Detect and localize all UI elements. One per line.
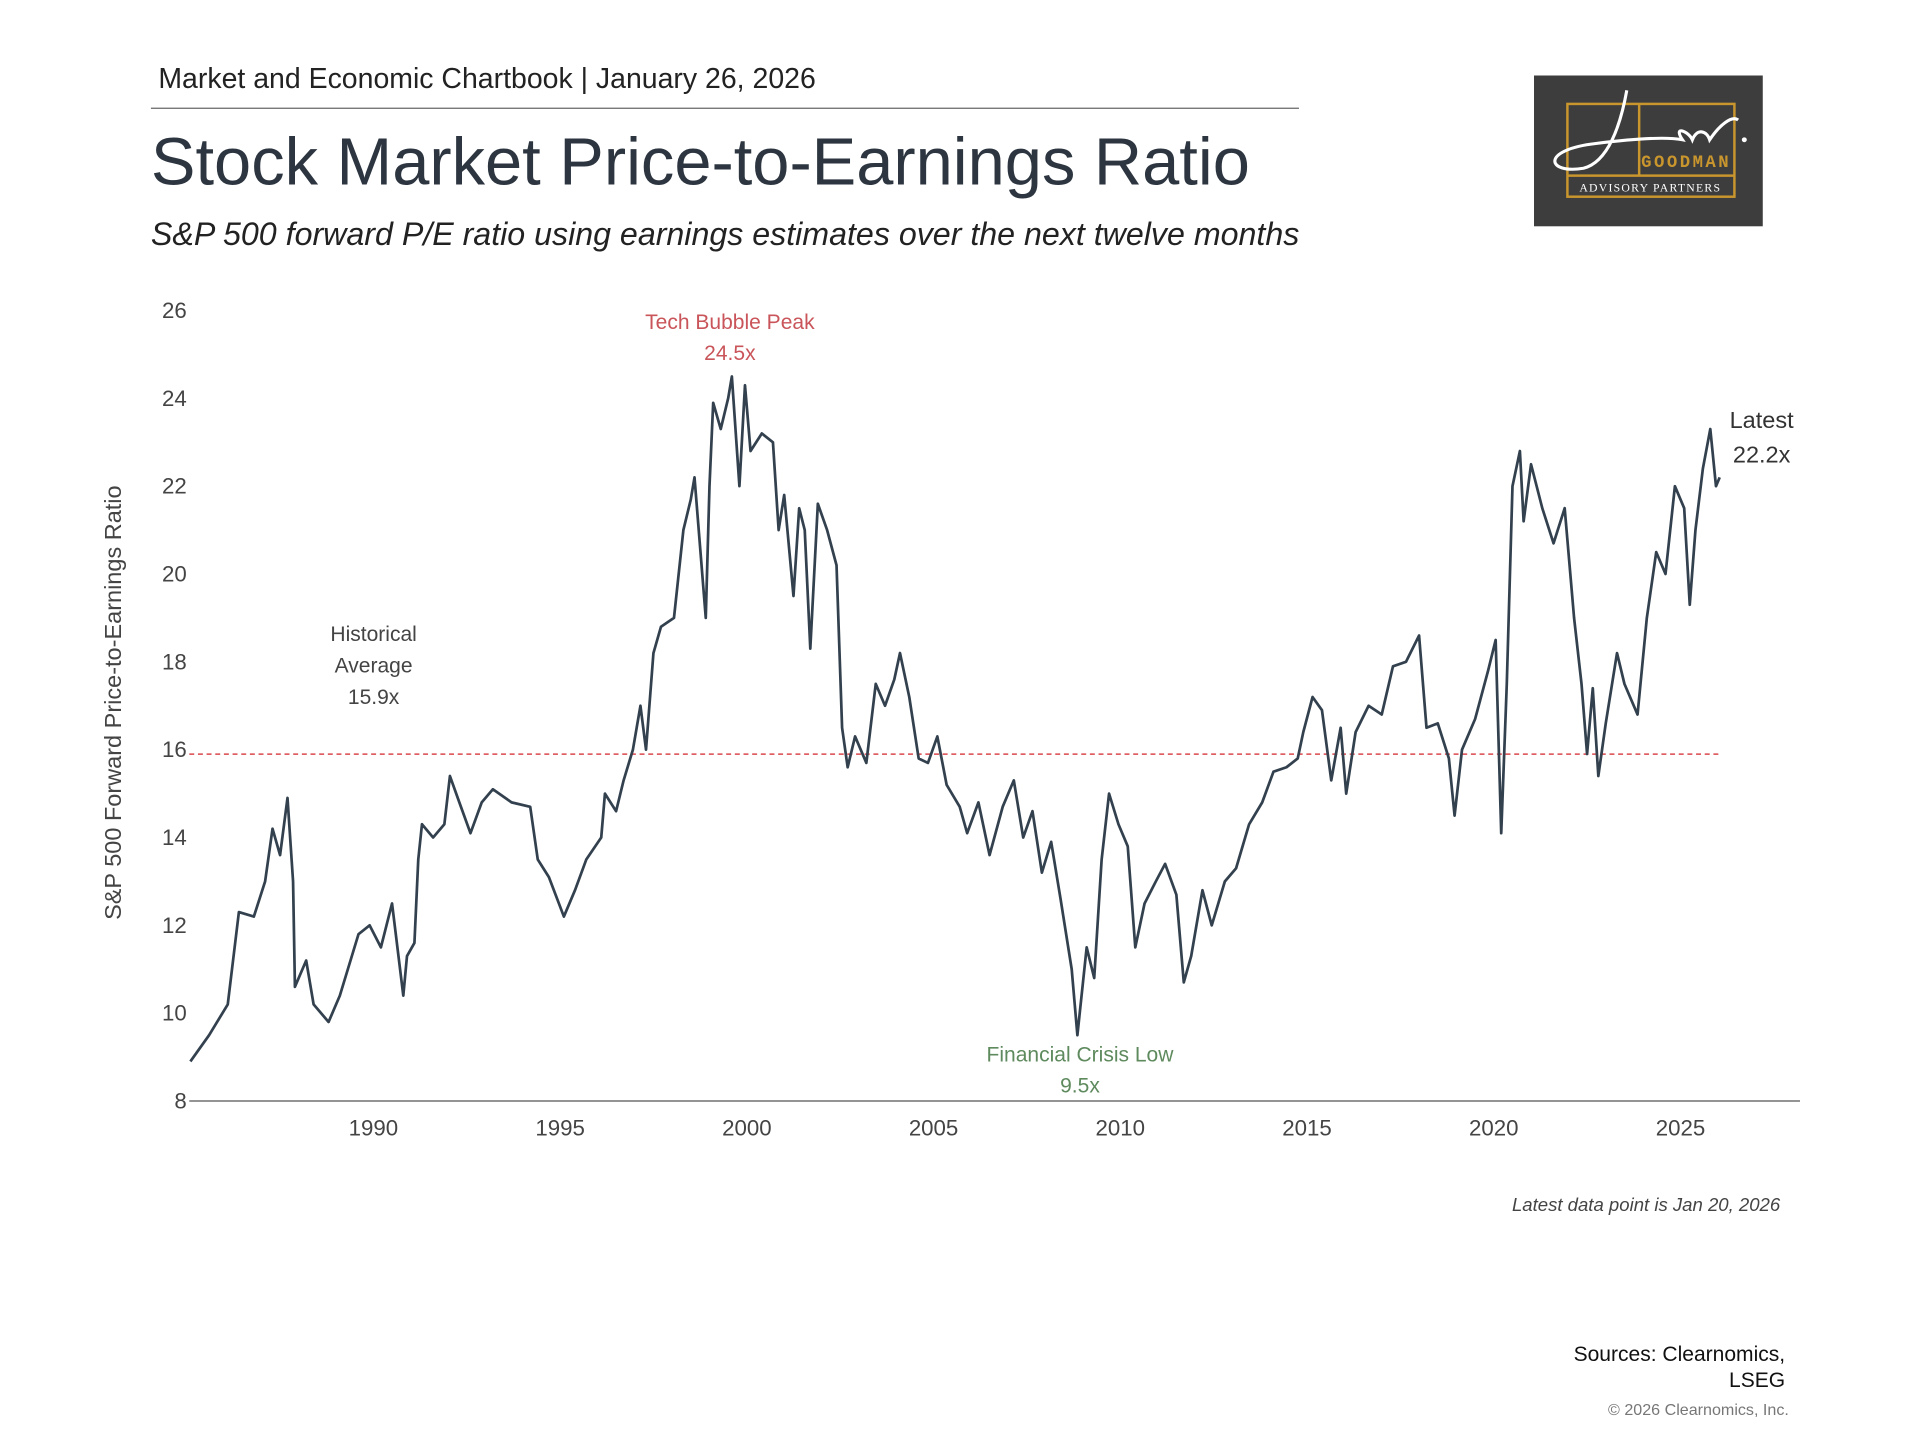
x-tick-label: 2000 <box>722 1116 772 1141</box>
page-title: Stock Market Price-to-Earnings Ratio <box>150 124 1250 200</box>
annotation-avg: Historical <box>330 623 416 646</box>
header-divider <box>150 107 1299 109</box>
x-tick-label: 1990 <box>349 1116 399 1141</box>
y-tick-label: 14 <box>162 825 187 850</box>
y-tick-label: 24 <box>162 386 187 411</box>
annotation-peak: Tech Bubble Peak <box>645 311 815 334</box>
y-tick-label: 18 <box>162 649 187 674</box>
copyright: © 2026 Clearnomics, Inc. <box>1608 1400 1789 1419</box>
annotation-avg: 15.9x <box>348 686 400 709</box>
annotation-latest: 22.2x <box>1733 442 1791 468</box>
y-tick-label: 22 <box>162 474 187 499</box>
y-tick-label: 16 <box>162 737 187 762</box>
page-subtitle: S&P 500 forward P/E ratio using earnings… <box>150 215 1300 253</box>
x-tick-label: 2010 <box>1096 1116 1146 1141</box>
y-axis-ticks: 8 10 12 14 16 18 20 22 24 26 <box>162 298 187 1114</box>
annotation-low: 9.5x <box>1060 1074 1100 1097</box>
sources-line-2: LSEG <box>1729 1368 1786 1392</box>
x-tick-label: 2005 <box>909 1116 959 1141</box>
company-logo: GOODMAN ADVISORY PARTNERS <box>1534 75 1763 227</box>
y-tick-label: 10 <box>162 1001 187 1026</box>
svg-text:ADVISORY PARTNERS: ADVISORY PARTNERS <box>1579 182 1721 195</box>
annotation-latest: Latest <box>1730 407 1794 433</box>
x-tick-label: 1995 <box>535 1116 585 1141</box>
annotations: Tech Bubble Peak 24.5x Historical Average 15… <box>330 311 1794 1097</box>
latest-data-note: Latest data point is Jan 20, 2026 <box>1511 1195 1781 1217</box>
x-tick-label: 2015 <box>1282 1116 1332 1141</box>
annotation-avg: Average <box>335 654 413 677</box>
chartbook-kicker: Market and Economic Chartbook | January … <box>158 61 816 95</box>
annotation-low: Financial Crisis Low <box>987 1043 1175 1066</box>
y-tick-label: 12 <box>162 913 187 938</box>
x-axis-ticks: 1990 1995 2000 2005 2010 2015 2020 2025 <box>349 1116 1706 1141</box>
y-tick-label: 8 <box>174 1088 186 1113</box>
sources: Sources: Clearnomics, LSEG <box>1574 1341 1786 1393</box>
x-tick-label: 2020 <box>1469 1116 1519 1141</box>
svg-text:GOODMAN: GOODMAN <box>1641 154 1731 173</box>
sources-line-1: Sources: Clearnomics, <box>1573 1342 1786 1366</box>
annotation-peak: 24.5x <box>704 342 756 365</box>
y-axis-label: S&P 500 Forward Price-to-Earnings Ratio <box>100 485 126 920</box>
pe-ratio-line <box>189 375 1721 1063</box>
y-tick-label: 20 <box>162 561 187 586</box>
y-tick-label: 26 <box>162 298 187 323</box>
x-tick-label: 2025 <box>1656 1116 1706 1141</box>
